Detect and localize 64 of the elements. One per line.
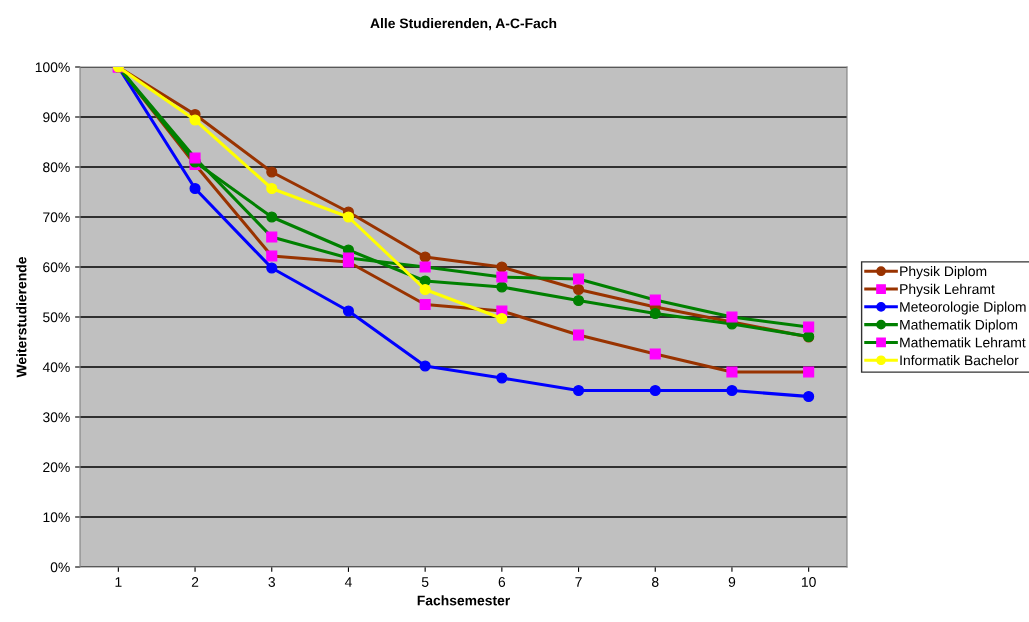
x-axis-title: Fachsemester (417, 595, 510, 606)
y-tick-label: 10% (43, 512, 70, 523)
point (496, 271, 508, 283)
legend-label: Physik Lehramt (900, 283, 995, 297)
point (649, 348, 661, 360)
x-tick-label: 6 (498, 577, 506, 587)
y-axis-title: Weiterstudierende (16, 257, 27, 378)
point (266, 250, 278, 262)
point (572, 273, 585, 285)
y-tick-label: 90% (43, 112, 70, 123)
point (803, 390, 815, 403)
x-tick-label: 9 (728, 577, 736, 587)
y-tick-label: 20% (43, 462, 70, 473)
point (419, 283, 431, 296)
point (266, 166, 278, 178)
x-tick-label: 2 (191, 577, 199, 587)
point (726, 384, 738, 397)
legend-label: Mathematik Lehramt (900, 337, 1026, 348)
point (572, 283, 585, 296)
y-tick-label: 80% (43, 162, 70, 173)
point (266, 182, 278, 195)
x-tick-label: 1 (115, 577, 122, 587)
y-tick-label: 40% (42, 362, 70, 373)
point (572, 384, 585, 397)
point (649, 307, 661, 320)
legend-label: Physik Diplom (900, 266, 987, 279)
point (342, 211, 355, 223)
x-tick-label: 7 (575, 577, 582, 587)
point (342, 305, 355, 317)
point (342, 252, 355, 264)
point (266, 211, 278, 223)
point (419, 360, 431, 372)
y-tick-label: 100% (35, 62, 70, 73)
point (419, 261, 431, 273)
point (572, 294, 585, 307)
point (726, 311, 738, 323)
point (649, 294, 661, 306)
y-tick-label: 0% (50, 562, 70, 573)
x-tick-label: 4 (344, 577, 352, 587)
point (649, 384, 661, 397)
y-tick-label: 60% (43, 262, 70, 273)
legend-label: Mathematik Diplom (900, 319, 1018, 333)
point (572, 329, 585, 341)
legend-label: Meteorologie Diplom (900, 301, 1026, 315)
point (419, 298, 431, 311)
point (803, 366, 815, 378)
point (496, 372, 508, 384)
chart-title: Alle Studierenden, A-C-Fach (370, 18, 557, 31)
y-tick-label: 30% (43, 412, 70, 423)
y-tick-label: 70% (43, 212, 70, 223)
point (189, 152, 201, 164)
x-tick-label: 8 (651, 577, 659, 587)
point (189, 182, 201, 195)
point (726, 366, 738, 378)
point (189, 114, 201, 126)
x-tick-label: 3 (268, 577, 275, 587)
y-tick-label: 50% (43, 312, 70, 323)
x-tick-label: 10 (801, 577, 816, 587)
point (266, 262, 278, 274)
point (803, 321, 815, 333)
point (496, 312, 508, 325)
legend-label: Informatik Bachelor (900, 355, 1019, 366)
point (266, 231, 278, 243)
x-tick-label: 5 (421, 577, 429, 587)
